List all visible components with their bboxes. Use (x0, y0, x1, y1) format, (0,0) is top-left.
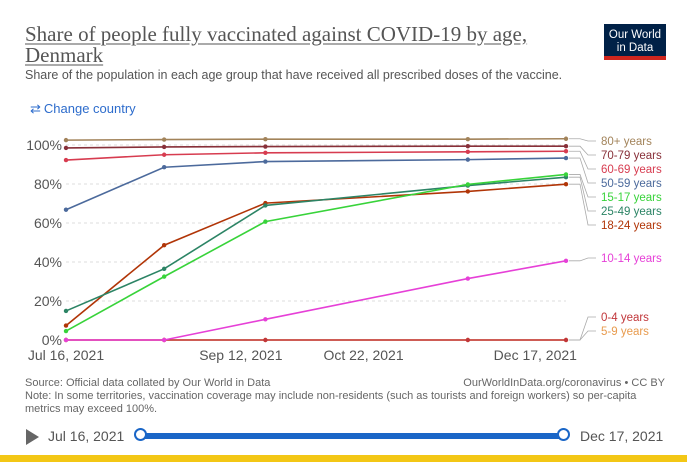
data-point (465, 143, 471, 149)
series-line (65, 183, 567, 327)
series-label: 18-24 years (601, 220, 662, 232)
data-point (161, 266, 167, 272)
data-point (563, 149, 569, 154)
label-connector (569, 183, 596, 226)
swap-arrows-icon: ⇄ (30, 101, 41, 116)
change-country-label: Change country (43, 101, 136, 116)
data-point (63, 207, 69, 212)
y-tick-label: 60% (34, 215, 62, 231)
data-point (263, 203, 268, 208)
data-point (563, 143, 569, 149)
label-connector (569, 145, 596, 156)
series-line (65, 137, 567, 141)
series-label: 10-14 years (601, 253, 662, 265)
series-label: 50-59 years (601, 178, 662, 190)
x-tick-label: Dec 17, 2021 (494, 347, 577, 363)
chart-title: Share of people fully vaccinated against… (25, 22, 528, 67)
data-point (465, 276, 471, 281)
data-point (63, 137, 69, 143)
bottom-accent-bar (0, 455, 687, 462)
timeline-end-date: Dec 17, 2021 (580, 428, 664, 444)
series-label: 70-79 years (601, 150, 662, 162)
chart-subtitle: Share of the population in each age grou… (25, 68, 563, 82)
data-point (563, 337, 569, 343)
data-point (563, 172, 569, 177)
data-point (263, 144, 268, 149)
label-connector (569, 257, 596, 262)
data-point (563, 155, 569, 161)
data-point (263, 219, 268, 224)
data-point (263, 337, 268, 343)
series-label: 5-9 years (601, 326, 649, 338)
timeline-end-handle[interactable] (557, 428, 570, 441)
data-point (161, 337, 167, 343)
x-tick-label: Oct 22, 2021 (323, 347, 403, 363)
y-tick-label: 80% (34, 176, 62, 192)
series-label: 60-69 years (601, 164, 662, 176)
data-point (465, 182, 471, 187)
data-point (63, 157, 69, 163)
data-point (161, 243, 167, 248)
note-text: Note: In some territories, vaccination c… (25, 390, 637, 415)
data-point (465, 149, 471, 155)
series-label: 15-17 years (601, 192, 662, 204)
timeline-start-handle[interactable] (134, 428, 147, 441)
data-point (563, 258, 569, 264)
series-line (65, 176, 567, 312)
timeline: Jul 16, 2021 Dec 17, 2021 (0, 420, 687, 454)
data-point (161, 274, 167, 279)
data-point (63, 308, 69, 314)
source-text: Source: Official data collated by Our Wo… (25, 377, 271, 389)
y-tick-label: 0% (42, 332, 62, 348)
label-connector (569, 316, 596, 341)
data-point (465, 189, 471, 194)
data-point (465, 136, 471, 142)
data-point (161, 152, 167, 157)
change-country-button[interactable]: ⇄ Change country (30, 101, 136, 117)
series-line (66, 260, 567, 341)
data-point (63, 337, 69, 343)
data-point (161, 144, 167, 150)
data-point (465, 157, 471, 162)
owid-logo[interactable]: Our World in Data (604, 24, 666, 60)
x-tick-label: Jul 16, 2021 (28, 347, 104, 363)
y-tick-label: 20% (34, 293, 62, 309)
label-connector (569, 138, 596, 142)
timeline-track[interactable] (140, 433, 564, 439)
play-icon[interactable] (26, 429, 39, 445)
y-tick-label: 40% (34, 254, 62, 270)
data-point (263, 159, 268, 164)
label-connector (569, 150, 596, 170)
x-tick-label: Sep 12, 2021 (199, 347, 283, 363)
timeline-start-date: Jul 16, 2021 (48, 428, 125, 444)
label-connector (569, 174, 596, 198)
line-chart: 0% 20% 40% 60% 80% 100% Jul 16, 2021 Sep 12, 20… (26, 136, 662, 363)
data-point (63, 145, 69, 151)
data-point (63, 328, 69, 334)
series-label: 25-49 years (601, 206, 662, 218)
series-line (65, 173, 567, 332)
data-point (563, 136, 569, 141)
data-point (263, 150, 268, 155)
data-point (263, 136, 268, 142)
data-point (161, 165, 167, 170)
y-tick-label: 100% (26, 137, 62, 153)
data-point (161, 137, 167, 142)
data-point (63, 323, 69, 328)
source-url-link[interactable]: OurWorldInData.org/coronavirus • CC BY (463, 377, 665, 389)
series-line (65, 145, 566, 149)
data-point (465, 337, 471, 343)
series-label: 0-4 years (601, 312, 649, 324)
label-connector (569, 176, 596, 212)
label-connector (569, 157, 596, 184)
series-label: 80+ years (601, 136, 652, 148)
label-connector (569, 330, 596, 341)
data-point (563, 181, 569, 187)
data-point (263, 317, 268, 322)
